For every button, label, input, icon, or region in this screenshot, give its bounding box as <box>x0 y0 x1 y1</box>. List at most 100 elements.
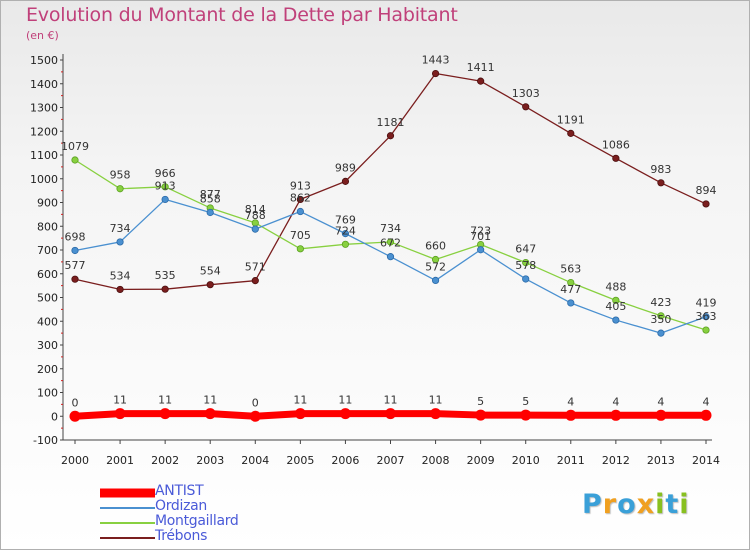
legend-swatch <box>100 500 155 515</box>
data-label-ordizan: 769 <box>335 214 356 227</box>
data-point-antist <box>159 408 171 420</box>
data-label-montgaillard: 958 <box>110 169 131 182</box>
data-label-trebons: 1191 <box>557 113 585 126</box>
x-tick-label: 2008 <box>422 454 450 467</box>
y-tick-label: 1400 <box>30 78 58 91</box>
legend-label: Montgaillard <box>155 513 239 529</box>
x-tick-label: 2013 <box>647 454 675 467</box>
data-label-montgaillard: 877 <box>200 188 221 201</box>
data-label-antist: 4 <box>703 395 710 408</box>
data-point-montgaillard <box>386 238 395 246</box>
data-label-montgaillard: 660 <box>425 240 446 253</box>
data-point-ordizan <box>341 230 350 238</box>
x-tick-label: 2014 <box>692 454 720 467</box>
data-point-ordizan <box>567 299 575 307</box>
logo-letter: i <box>679 489 690 520</box>
data-label-ordizan: 672 <box>380 237 401 250</box>
x-tick-label: 2011 <box>557 454 585 467</box>
chart-title: Evolution du Montant de la Dette par Hab… <box>26 4 458 26</box>
data-label-trebons: 1181 <box>377 116 405 129</box>
series-lines <box>69 69 712 422</box>
data-point-trebons <box>567 129 575 137</box>
data-label-trebons: 534 <box>110 269 131 282</box>
x-tick-label: 2004 <box>241 454 269 467</box>
logo-letter: x <box>636 489 656 520</box>
data-point-trebons <box>341 177 350 185</box>
data-point-montgaillard <box>296 245 304 253</box>
data-label-antist: 11 <box>158 394 172 407</box>
data-label-montgaillard: 723 <box>470 225 491 238</box>
data-point-montgaillard <box>657 312 665 320</box>
y-tick-label: 800 <box>37 220 58 233</box>
chart-axes: -100010020030040050060070080090010001100… <box>30 54 720 467</box>
data-label-antist: 11 <box>429 394 443 407</box>
y-tick-label: 100 <box>37 387 58 400</box>
data-point-antist <box>520 409 532 421</box>
data-point-ordizan <box>612 316 620 324</box>
data-point-montgaillard <box>116 185 124 193</box>
data-point-ordizan <box>702 313 710 321</box>
data-label-ordizan: 405 <box>605 300 626 313</box>
data-label-ordizan: 701 <box>470 230 491 243</box>
data-label-montgaillard: 724 <box>335 224 356 237</box>
data-label-antist: 0 <box>252 396 259 409</box>
data-label-antist: 11 <box>203 394 217 407</box>
data-point-ordizan <box>522 275 530 283</box>
data-point-antist <box>339 408 351 420</box>
data-label-ordizan: 734 <box>110 222 131 235</box>
data-point-trebons <box>71 275 79 283</box>
data-point-antist <box>610 409 622 421</box>
data-point-trebons <box>251 277 259 285</box>
legend-label: Ordizan <box>155 498 208 514</box>
data-label-antist: 11 <box>384 394 398 407</box>
data-label-ordizan: 788 <box>245 209 266 222</box>
data-label-antist: 5 <box>522 395 529 408</box>
data-label-ordizan: 572 <box>425 260 446 273</box>
data-point-ordizan <box>116 238 124 246</box>
data-point-ordizan <box>161 195 169 204</box>
data-label-antist: 11 <box>113 394 127 407</box>
logo-letter: P <box>582 489 603 520</box>
data-point-antist <box>700 409 712 421</box>
data-point-antist <box>655 409 667 421</box>
y-tick-label: 400 <box>37 315 58 328</box>
x-tick-label: 2012 <box>602 454 630 467</box>
data-point-montgaillard <box>431 255 440 264</box>
data-label-montgaillard: 734 <box>380 222 401 235</box>
data-label-montgaillard: 563 <box>560 263 581 276</box>
data-label-ordizan: 858 <box>200 192 221 205</box>
data-label-trebons: 554 <box>200 265 221 278</box>
y-tick-label: 700 <box>37 244 58 257</box>
logo-letter: r <box>602 489 618 520</box>
data-point-ordizan <box>386 253 395 261</box>
y-tick-label: 0 <box>51 410 58 423</box>
y-tick-label: -100 <box>33 434 58 447</box>
y-tick-label: 200 <box>37 363 58 376</box>
chart-unit: (en €) <box>26 29 59 42</box>
data-label-trebons: 983 <box>650 163 671 176</box>
data-point-antist <box>249 410 261 422</box>
data-point-ordizan <box>71 246 79 255</box>
data-label-trebons: 989 <box>335 161 356 174</box>
y-tick-label: 1500 <box>30 54 58 67</box>
y-tick-label: 1000 <box>30 173 58 186</box>
y-tick-label: 600 <box>37 268 58 281</box>
legend-swatch <box>100 530 155 545</box>
data-point-antist <box>565 409 577 421</box>
data-label-montgaillard: 488 <box>605 280 626 293</box>
legend-swatch <box>100 485 155 500</box>
data-label-trebons: 1443 <box>422 54 450 67</box>
data-point-montgaillard <box>522 258 530 267</box>
data-label-trebons: 535 <box>155 269 176 282</box>
data-point-ordizan <box>206 208 214 217</box>
x-tick-label: 2009 <box>467 454 495 467</box>
data-point-montgaillard <box>341 240 350 248</box>
data-point-antist <box>69 410 81 422</box>
data-point-montgaillard <box>161 183 169 191</box>
data-point-antist <box>385 408 396 420</box>
data-point-montgaillard <box>612 296 620 304</box>
data-point-antist <box>430 408 442 420</box>
y-tick-label: 1200 <box>30 125 58 138</box>
y-tick-label: 1300 <box>30 102 58 115</box>
